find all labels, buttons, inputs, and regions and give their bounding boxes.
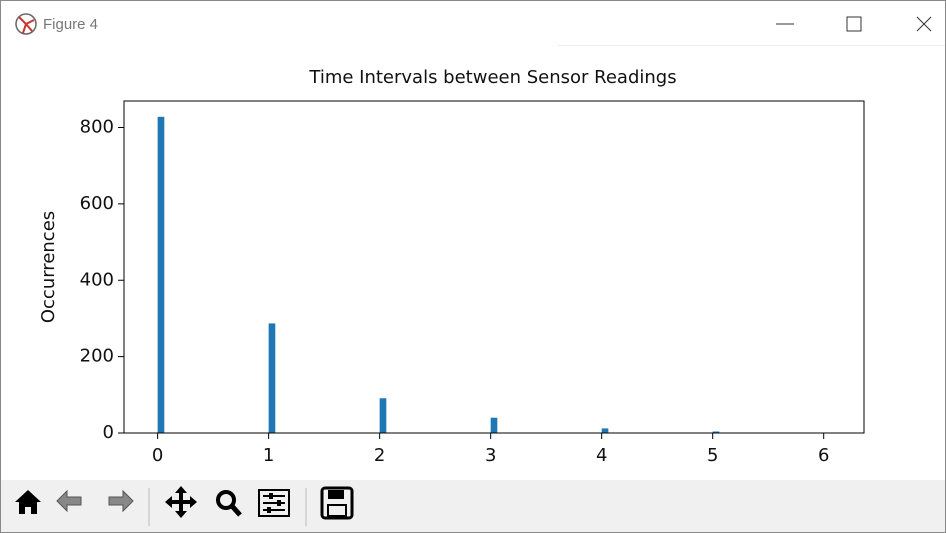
x-tick-label: 0 xyxy=(152,445,163,466)
y-tick-label: 600 xyxy=(80,193,114,214)
x-tick-label: 6 xyxy=(818,445,829,466)
window-title: Figure 4 xyxy=(43,16,99,33)
x-tick-label: 1 xyxy=(263,445,274,466)
bar xyxy=(157,116,165,434)
configure-button[interactable] xyxy=(258,489,290,517)
close-button[interactable] xyxy=(916,16,932,32)
y-tick-label: 200 xyxy=(80,346,114,367)
pan-button[interactable] xyxy=(165,486,197,518)
toolbar xyxy=(1,480,945,532)
plot-frame xyxy=(123,100,865,434)
x-tick-label: 4 xyxy=(596,445,607,466)
title-bar-icons xyxy=(15,13,945,46)
bar xyxy=(379,398,387,433)
forward-button[interactable] xyxy=(108,489,134,513)
x-tick-label: 3 xyxy=(485,445,496,466)
x-tick-label: 5 xyxy=(707,445,718,466)
back-button[interactable] xyxy=(56,489,82,513)
app-icon xyxy=(15,13,37,35)
x-tick-label: 2 xyxy=(374,445,385,466)
toolbar-icons xyxy=(15,486,354,526)
chart-title: Time Intervals between Sensor Readings xyxy=(308,67,676,88)
y-tick-label: 800 xyxy=(80,117,114,138)
save-button[interactable] xyxy=(320,486,354,520)
home-button[interactable] xyxy=(15,490,41,514)
maximize-button[interactable] xyxy=(846,16,862,32)
app-icon-rays xyxy=(18,16,35,34)
zoom-button[interactable] xyxy=(216,490,242,517)
y-tick-label: 0 xyxy=(103,422,114,443)
bar xyxy=(490,417,498,433)
bar xyxy=(712,431,720,433)
y-axis-label: Occurrences xyxy=(38,211,59,323)
y-tick-label: 400 xyxy=(80,269,114,290)
bar xyxy=(601,428,609,433)
title-bar: Figure 4 xyxy=(1,1,945,46)
bar xyxy=(268,323,276,433)
